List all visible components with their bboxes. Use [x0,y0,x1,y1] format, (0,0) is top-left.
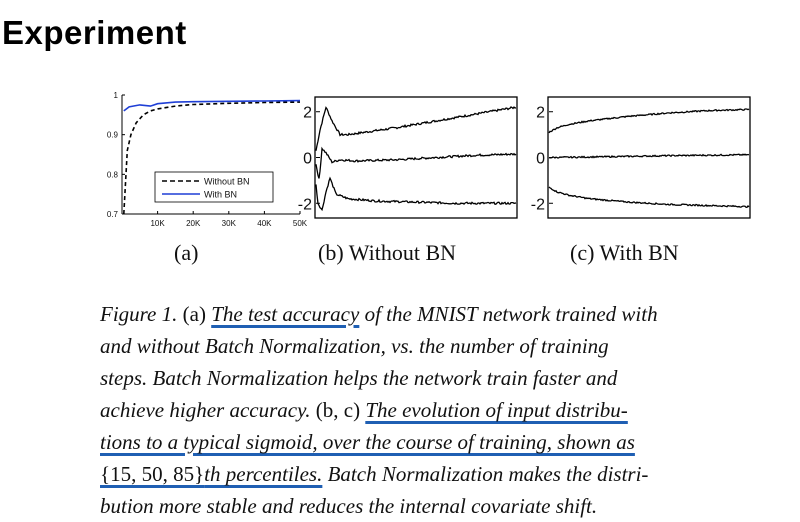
y-tick-label: 0.8 [107,170,119,179]
y-tick-label: 0.7 [107,210,119,219]
y-tick-label: 1 [114,91,119,100]
legend-label-without-bn: Without BN [204,177,250,187]
y-tick-label: 2 [303,105,312,122]
caption-segment: Batch Normalization makes the distri- [322,462,649,486]
caption-line: Figure 1. (a) The test accuracy of the M… [100,298,760,330]
caption-segment: (b, c) [310,398,366,422]
panel-c-y-ticks: 2 0 -2 [531,105,553,213]
x-tick-label: 40K [257,219,272,228]
caption-underlined-segment: The test accuracy [211,302,360,326]
y-tick-label: 0.9 [107,131,119,140]
panel-b-frame [314,96,518,219]
series-line-without-bn [123,101,301,215]
y-tick-label: 0 [536,151,545,168]
caption-underlined-segment: {15, 50, 85} [100,462,205,486]
caption-segment: and without Batch Normalization, vs. the… [100,334,609,358]
x-tick-label: 50K [293,219,308,228]
caption-line: tions to a typical sigmoid, over the cou… [100,426,760,458]
panel-a-x-ticks: 10K 20K 30K 40K 50K [150,211,308,228]
panel-c-series [548,108,750,208]
caption-line: steps. Batch Normalization helps the net… [100,362,760,394]
caption-underlined-segment: th percentiles. [204,462,323,486]
panel-b: 2 0 -2 [298,96,518,219]
figure-1: 0.7 0.8 0.9 1 10K 20K 30K 40K 50K Without BN Wi… [107,91,751,228]
x-tick-label: 30K [222,219,237,228]
panel-a-series [123,99,301,215]
panel-b-y-ticks: 2 0 -2 [298,105,320,213]
panel-c-frame [547,96,751,219]
slide-title: Experiment [2,14,187,51]
caption-segment: of the MNIST network trained with [359,302,658,326]
panel-c-label: (c) With BN [570,240,679,265]
legend-box [154,171,274,203]
percentile-line [315,146,517,179]
panel-c: 2 0 -2 [531,96,751,219]
x-tick-label: 10K [150,219,165,228]
panel-a-label: (a) [174,240,199,265]
caption-line: and without Batch Normalization, vs. the… [100,330,760,362]
y-tick-label: -2 [298,196,312,213]
caption-segment: bution more stable and reduces the inter… [100,494,598,518]
panel-b-label: (b) Without BN [318,240,457,265]
caption-underlined-segment: tions to a typical sigmoid, over the cou… [100,430,635,454]
y-tick-label: 2 [536,105,545,122]
figure-caption: Figure 1. (a) The test accuracy of the M… [100,298,760,522]
y-tick-label: 0 [303,151,312,168]
caption-segment: achieve higher accuracy. [100,398,311,422]
percentile-line [548,108,750,134]
caption-line: {15, 50, 85}th percentiles. Batch Normal… [100,458,760,490]
caption-line: bution more stable and reduces the inter… [100,490,760,522]
x-tick-label: 20K [186,219,201,228]
percentile-line [548,186,750,208]
percentile-line [548,153,750,159]
panel-a-legend: Without BN With BN [154,171,274,203]
series-line-with-bn [123,99,301,112]
panel-b-series [315,106,517,212]
caption-underlined-segment: The evolution of input distribu- [365,398,628,422]
caption-line: achieve higher accuracy. (b, c) The evol… [100,394,760,426]
panel-a-y-ticks: 0.7 0.8 0.9 1 [107,91,125,219]
percentile-line [315,106,517,151]
caption-segment: steps. Batch Normalization helps the net… [100,366,618,390]
percentile-line [315,176,517,212]
y-tick-label: -2 [531,196,545,213]
caption-segment: Figure 1. [100,302,178,326]
caption-segment: (a) [177,302,212,326]
legend-label-with-bn: With BN [204,190,237,200]
panel-a: 0.7 0.8 0.9 1 10K 20K 30K 40K 50K Without BN Wi… [107,91,308,228]
